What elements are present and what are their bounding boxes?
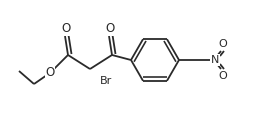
Text: Br: Br [100, 76, 112, 86]
Text: O: O [62, 23, 71, 35]
Text: O: O [105, 23, 115, 35]
Text: O: O [45, 66, 54, 78]
Text: N: N [210, 55, 218, 65]
Text: O: O [218, 39, 227, 49]
Text: O: O [218, 71, 227, 81]
